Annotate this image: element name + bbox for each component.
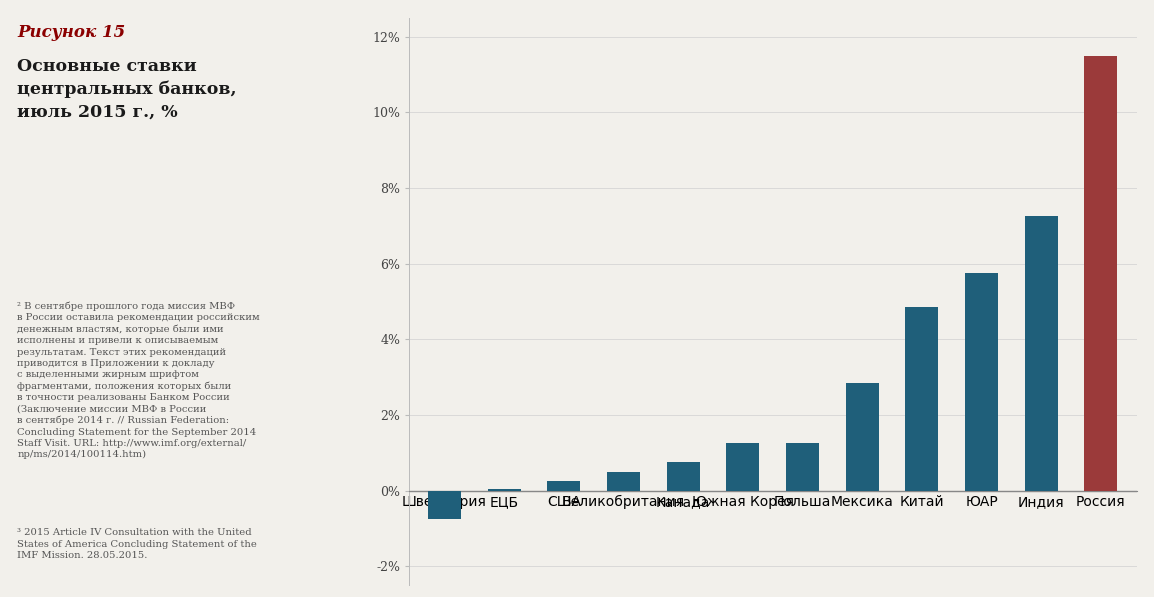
Bar: [547, 481, 580, 491]
Bar: [1025, 217, 1057, 491]
Bar: [846, 383, 878, 491]
Text: ² В сентябре прошлого года миссия МВФ
в России оставила рекомендации российским
: ² В сентябре прошлого года миссия МВФ в …: [17, 301, 260, 459]
Bar: [1085, 56, 1117, 491]
Bar: [607, 472, 639, 491]
Bar: [906, 307, 938, 491]
Bar: [726, 443, 759, 491]
Text: Основные ставки
центральных банков,
июль 2015 г., %: Основные ставки центральных банков, июль…: [17, 57, 237, 121]
Bar: [965, 273, 998, 491]
Bar: [488, 488, 520, 491]
Text: ³ 2015 Article IV Consultation with the United
States of America Concluding Stat: ³ 2015 Article IV Consultation with the …: [17, 528, 257, 560]
Bar: [667, 462, 699, 491]
Text: Рисунок 15: Рисунок 15: [17, 23, 126, 41]
Bar: [786, 443, 819, 491]
Bar: [428, 491, 460, 519]
